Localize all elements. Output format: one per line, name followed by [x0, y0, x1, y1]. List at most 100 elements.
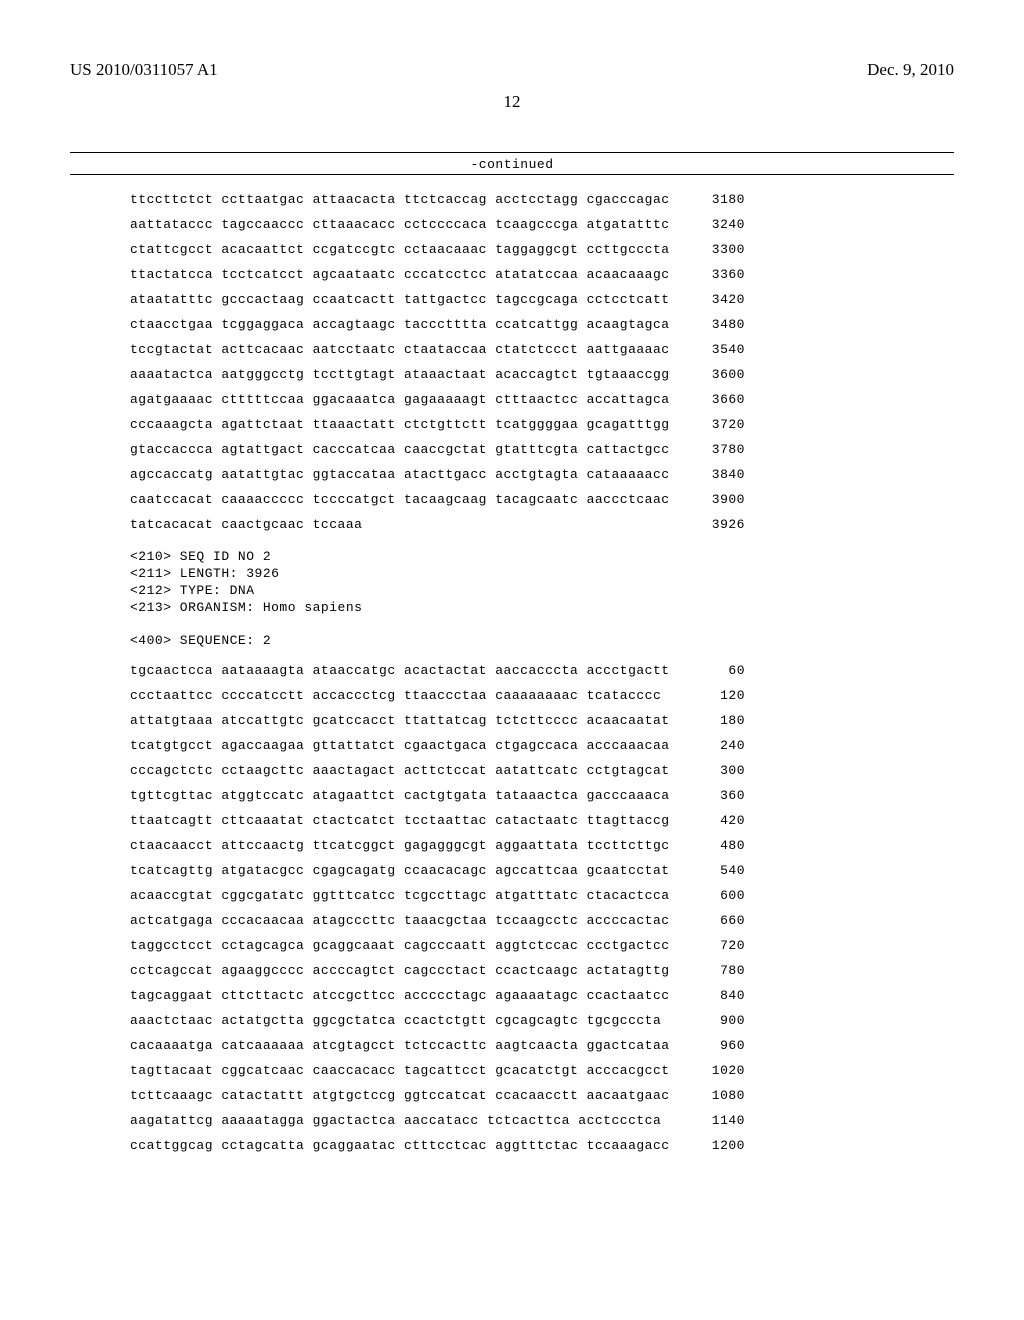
sequence-row: tgcaactcca aataaaagta ataaccatgc acactac…	[130, 664, 954, 677]
sequence-text: actcatgaga cccacaacaa atagcccttc taaacgc…	[130, 914, 690, 927]
sequence-text: aaaatactca aatgggcctg tccttgtagt ataaact…	[130, 368, 690, 381]
sequence-position: 3300	[690, 243, 745, 256]
sequence-text: tatcacacat caactgcaac tccaaa	[130, 518, 690, 531]
metadata-line	[130, 617, 954, 634]
sequence-position: 3900	[690, 493, 745, 506]
sequence-text: gtaccaccca agtattgact cacccatcaa caaccgc…	[130, 443, 690, 456]
sequence-position: 3360	[690, 268, 745, 281]
sequence-row: agatgaaaac ctttttccaa ggacaaatca gagaaaa…	[130, 393, 954, 406]
sequence-position: 3840	[690, 468, 745, 481]
sequence-row: tccgtactat acttcacaac aatcctaatc ctaatac…	[130, 343, 954, 356]
sequence-text: tgttcgttac atggtccatc atagaattct cactgtg…	[130, 789, 690, 802]
sequence-row: ccctaattcc ccccatcctt accaccctcg ttaaccc…	[130, 689, 954, 702]
continued-divider-top: -continued	[70, 152, 954, 172]
sequence-position: 960	[690, 1039, 745, 1052]
sequence-position: 840	[690, 989, 745, 1002]
page-number: 12	[70, 92, 954, 112]
sequence-row: ctaacctgaa tcggaggaca accagtaagc taccctt…	[130, 318, 954, 331]
sequence-text: aattataccc tagccaaccc cttaaacacc cctcccc…	[130, 218, 690, 231]
sequence-text: ttaatcagtt cttcaaatat ctactcatct tcctaat…	[130, 814, 690, 827]
sequence-position: 780	[690, 964, 745, 977]
sequence-text: tcatgtgcct agaccaagaa gttattatct cgaactg…	[130, 739, 690, 752]
sequence-position: 60	[690, 664, 745, 677]
sequence-position: 1080	[690, 1089, 745, 1102]
sequence-text: tccgtactat acttcacaac aatcctaatc ctaatac…	[130, 343, 690, 356]
sequence-text: cccagctctc cctaagcttc aaactagact acttctc…	[130, 764, 690, 777]
sequence-text: ctattcgcct acacaattct ccgatccgtc cctaaca…	[130, 243, 690, 256]
sequence-text: acaaccgtat cggcgatatc ggtttcatcc tcgcctt…	[130, 889, 690, 902]
sequence-text: taggcctcct cctagcagca gcaggcaaat cagccca…	[130, 939, 690, 952]
sequence-block-1: ttccttctct ccttaatgac attaacacta ttctcac…	[130, 193, 954, 531]
sequence-text: tgcaactcca aataaaagta ataaccatgc acactac…	[130, 664, 690, 677]
sequence-text: ataatatttc gcccactaag ccaatcactt tattgac…	[130, 293, 690, 306]
sequence-text: aaactctaac actatgctta ggcgctatca ccactct…	[130, 1014, 690, 1027]
sequence-text: caatccacat caaaaccccc tccccatgct tacaagc…	[130, 493, 690, 506]
sequence-row: ttccttctct ccttaatgac attaacacta ttctcac…	[130, 193, 954, 206]
metadata-line: <211> LENGTH: 3926	[130, 566, 954, 583]
sequence-position: 180	[690, 714, 745, 727]
metadata-line: <212> TYPE: DNA	[130, 583, 954, 600]
sequence-position: 300	[690, 764, 745, 777]
page-header: US 2010/0311057 A1 Dec. 9, 2010	[70, 60, 954, 80]
sequence-row: cctcagccat agaaggcccc accccagtct cagccct…	[130, 964, 954, 977]
sequence-text: cacaaaatga catcaaaaaa atcgtagcct tctccac…	[130, 1039, 690, 1052]
sequence-position: 900	[690, 1014, 745, 1027]
sequence-row: ttaatcagtt cttcaaatat ctactcatct tcctaat…	[130, 814, 954, 827]
patent-date: Dec. 9, 2010	[867, 60, 954, 80]
sequence-metadata: <210> SEQ ID NO 2<211> LENGTH: 3926<212>…	[130, 549, 954, 650]
sequence-row: ccattggcag cctagcatta gcaggaatac ctttcct…	[130, 1139, 954, 1152]
sequence-position: 3780	[690, 443, 745, 456]
sequence-text: agccaccatg aatattgtac ggtaccataa atacttg…	[130, 468, 690, 481]
sequence-text: tcatcagttg atgatacgcc cgagcagatg ccaacac…	[130, 864, 690, 877]
sequence-row: ttactatcca tcctcatcct agcaataatc cccatcc…	[130, 268, 954, 281]
continued-label: -continued	[70, 157, 954, 172]
sequence-row: tgttcgttac atggtccatc atagaattct cactgtg…	[130, 789, 954, 802]
sequence-text: aagatattcg aaaaatagga ggactactca aaccata…	[130, 1114, 690, 1127]
sequence-position: 3240	[690, 218, 745, 231]
sequence-text: ctaacctgaa tcggaggaca accagtaagc taccctt…	[130, 318, 690, 331]
sequence-row: caatccacat caaaaccccc tccccatgct tacaagc…	[130, 493, 954, 506]
sequence-text: ccattggcag cctagcatta gcaggaatac ctttcct…	[130, 1139, 690, 1152]
sequence-text: attatgtaaa atccattgtc gcatccacct ttattat…	[130, 714, 690, 727]
sequence-position: 360	[690, 789, 745, 802]
sequence-row: tcatgtgcct agaccaagaa gttattatct cgaactg…	[130, 739, 954, 752]
sequence-row: actcatgaga cccacaacaa atagcccttc taaacgc…	[130, 914, 954, 927]
sequence-block-2: tgcaactcca aataaaagta ataaccatgc acactac…	[130, 664, 954, 1152]
sequence-position: 3420	[690, 293, 745, 306]
sequence-row: tcatcagttg atgatacgcc cgagcagatg ccaacac…	[130, 864, 954, 877]
sequence-row: ctattcgcct acacaattct ccgatccgtc cctaaca…	[130, 243, 954, 256]
sequence-text: ccctaattcc ccccatcctt accaccctcg ttaaccc…	[130, 689, 690, 702]
sequence-row: aaaatactca aatgggcctg tccttgtagt ataaact…	[130, 368, 954, 381]
sequence-position: 480	[690, 839, 745, 852]
sequence-row: tatcacacat caactgcaac tccaaa3926	[130, 518, 954, 531]
sequence-row: cccaaagcta agattctaat ttaaactatt ctctgtt…	[130, 418, 954, 431]
sequence-row: agccaccatg aatattgtac ggtaccataa atacttg…	[130, 468, 954, 481]
sequence-row: tcttcaaagc catactattt atgtgctccg ggtccat…	[130, 1089, 954, 1102]
sequence-row: taggcctcct cctagcagca gcaggcaaat cagccca…	[130, 939, 954, 952]
sequence-position: 3180	[690, 193, 745, 206]
patent-number: US 2010/0311057 A1	[70, 60, 218, 80]
sequence-row: acaaccgtat cggcgatatc ggtttcatcc tcgcctt…	[130, 889, 954, 902]
sequence-text: tagttacaat cggcatcaac caaccacacc tagcatt…	[130, 1064, 690, 1077]
sequence-row: gtaccaccca agtattgact cacccatcaa caaccgc…	[130, 443, 954, 456]
sequence-text: tcttcaaagc catactattt atgtgctccg ggtccat…	[130, 1089, 690, 1102]
metadata-line: <213> ORGANISM: Homo sapiens	[130, 600, 954, 617]
sequence-text: ttactatcca tcctcatcct agcaataatc cccatcc…	[130, 268, 690, 281]
sequence-position: 3540	[690, 343, 745, 356]
sequence-row: tagttacaat cggcatcaac caaccacacc tagcatt…	[130, 1064, 954, 1077]
sequence-text: ctaacaacct attccaactg ttcatcggct gagaggg…	[130, 839, 690, 852]
sequence-position: 240	[690, 739, 745, 752]
sequence-position: 660	[690, 914, 745, 927]
sequence-text: tagcaggaat cttcttactc atccgcttcc accccct…	[130, 989, 690, 1002]
sequence-position: 3600	[690, 368, 745, 381]
sequence-text: agatgaaaac ctttttccaa ggacaaatca gagaaaa…	[130, 393, 690, 406]
metadata-line: <210> SEQ ID NO 2	[130, 549, 954, 566]
sequence-position: 3720	[690, 418, 745, 431]
sequence-position: 1140	[690, 1114, 745, 1127]
sequence-position: 540	[690, 864, 745, 877]
sequence-row: attatgtaaa atccattgtc gcatccacct ttattat…	[130, 714, 954, 727]
sequence-row: aaactctaac actatgctta ggcgctatca ccactct…	[130, 1014, 954, 1027]
sequence-position: 3926	[690, 518, 745, 531]
sequence-row: ataatatttc gcccactaag ccaatcactt tattgac…	[130, 293, 954, 306]
sequence-position: 600	[690, 889, 745, 902]
